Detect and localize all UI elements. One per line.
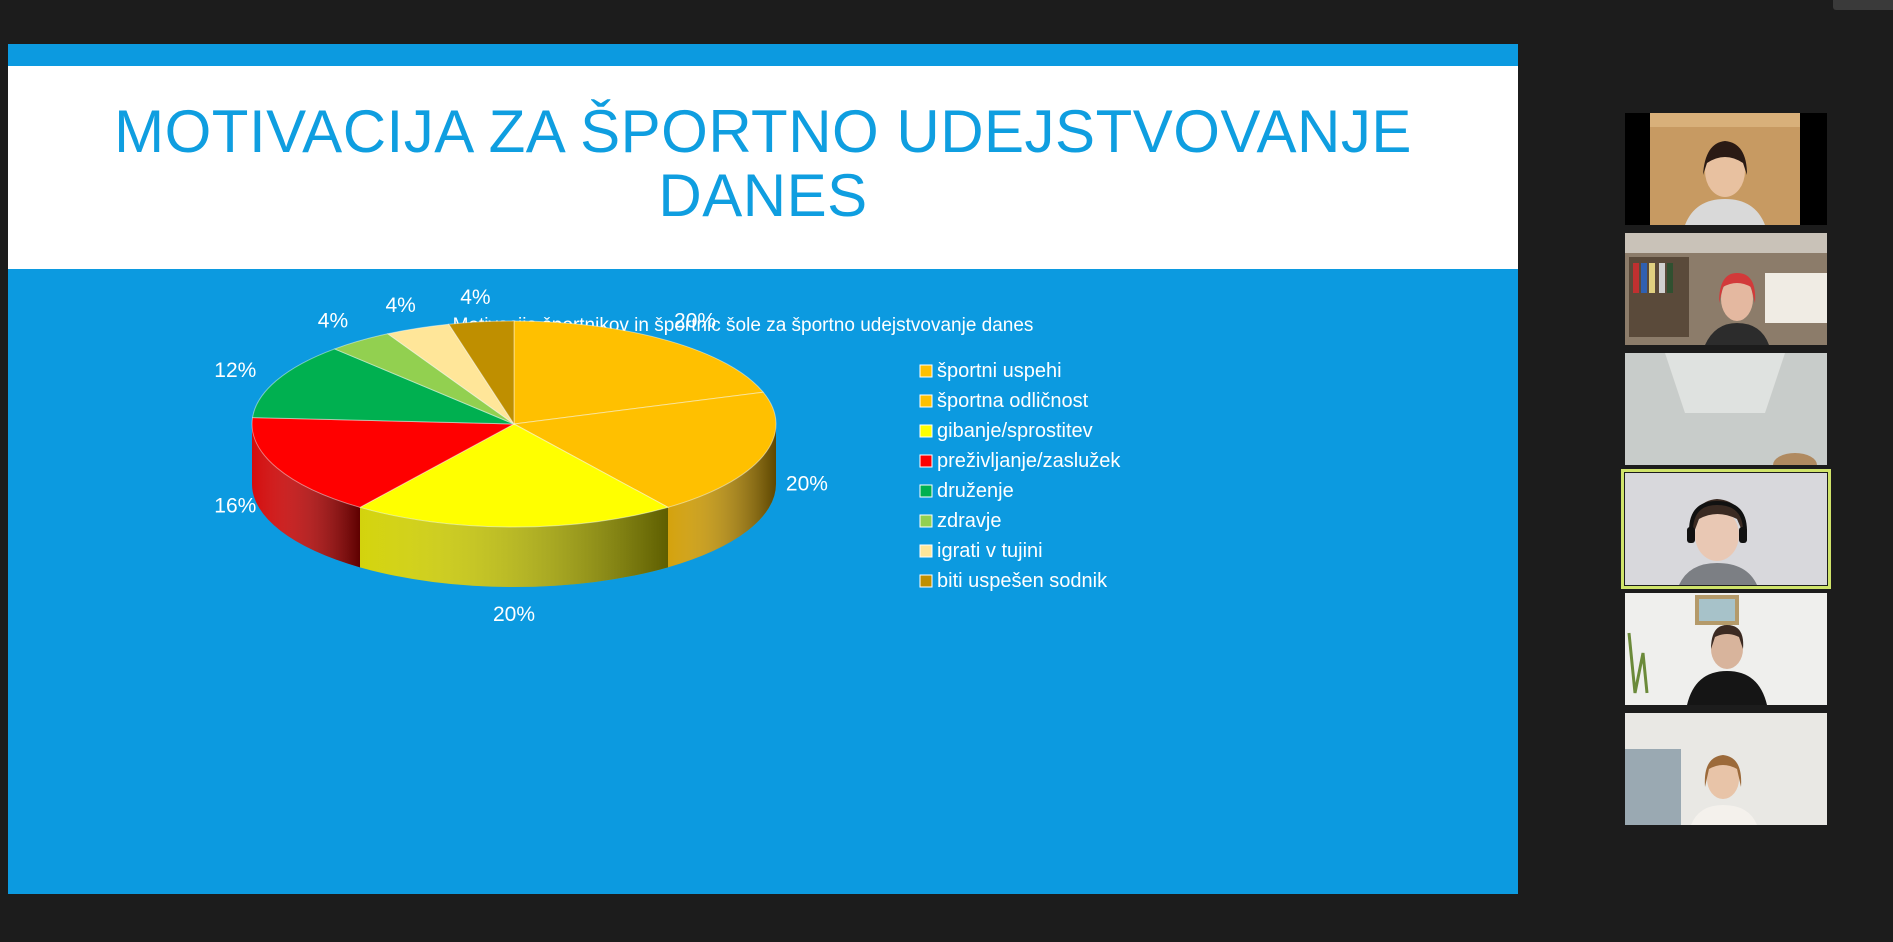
pie-slice-3 bbox=[251, 417, 516, 508]
legend-label-7: biti uspešen sodnik bbox=[937, 570, 1108, 592]
legend-swatch-4 bbox=[919, 484, 933, 498]
pie-slice-0 bbox=[513, 320, 765, 425]
data-label-5: 4% bbox=[318, 310, 348, 333]
slide-title-line-2: DANES bbox=[658, 162, 868, 229]
presentation-slide: MOTIVACIJA ZA ŠPORTNO UDEJSTVOVANJE DANE… bbox=[8, 44, 1518, 894]
legend-label-3: preživljanje/zaslužek bbox=[937, 450, 1121, 472]
participant-video-4-active[interactable] bbox=[1621, 469, 1831, 589]
legend-swatch-0 bbox=[919, 364, 933, 378]
slide-title-line-1: MOTIVACIJA ZA ŠPORTNO UDEJSTVOVANJE bbox=[114, 98, 1412, 165]
pie-side-shade-1 bbox=[667, 424, 776, 568]
legend-label-2: gibanje/sprostitev bbox=[937, 420, 1093, 442]
pie-side-shade-2 bbox=[360, 507, 668, 587]
data-label-6: 4% bbox=[385, 294, 415, 317]
title-band bbox=[8, 66, 1518, 269]
slide-title: MOTIVACIJA ZA ŠPORTNO UDEJSTVOVANJE DANE… bbox=[8, 100, 1518, 228]
data-label-4: 12% bbox=[214, 359, 256, 382]
legend-swatch-3 bbox=[919, 454, 933, 468]
pie-sides bbox=[252, 424, 776, 587]
legend-swatch-7 bbox=[919, 574, 933, 588]
pie-data-labels: 20% 20% 20% 16% 12% 4% 4% 4% bbox=[214, 286, 828, 626]
pie-slice-2 bbox=[358, 423, 670, 528]
participant-video-2[interactable] bbox=[1625, 233, 1827, 345]
legend-label-5: zdravje bbox=[937, 510, 1001, 532]
pie-slice-1 bbox=[512, 391, 777, 508]
legend-label-1: športna odličnost bbox=[937, 390, 1089, 412]
pie-top-slices bbox=[251, 320, 777, 528]
pie-slice-4 bbox=[251, 348, 515, 425]
participant-video-6[interactable] bbox=[1625, 713, 1827, 825]
participant-video-3[interactable] bbox=[1625, 353, 1827, 465]
legend-swatch-2 bbox=[919, 424, 933, 438]
legend-label-4: druženje bbox=[937, 480, 1014, 502]
pie-slice-5 bbox=[333, 333, 515, 425]
data-label-2: 20% bbox=[493, 603, 535, 626]
pie-slice-6 bbox=[386, 323, 515, 425]
legend-label-6: igrati v tujini bbox=[937, 540, 1043, 562]
participant-video-1[interactable] bbox=[1625, 113, 1827, 225]
window-handle[interactable] bbox=[1833, 0, 1893, 10]
legend-swatch-5 bbox=[919, 514, 933, 528]
legend-swatch-6 bbox=[919, 544, 933, 558]
data-label-0: 20% bbox=[674, 310, 716, 333]
data-label-7: 4% bbox=[460, 286, 490, 309]
legend-swatch-1 bbox=[919, 394, 933, 408]
data-label-3: 16% bbox=[214, 494, 256, 517]
data-label-1: 20% bbox=[786, 472, 828, 495]
chart-legend: športni uspehi športna odličnost gibanje/s… bbox=[919, 360, 1121, 592]
pie-chart: Motivacija športnikov in športnic šole z… bbox=[214, 286, 1121, 626]
participant-video-5[interactable] bbox=[1625, 593, 1827, 705]
pie-side-shade-3 bbox=[252, 424, 361, 568]
pie-slice-7 bbox=[447, 320, 515, 426]
legend-label-0: športni uspehi bbox=[937, 360, 1062, 382]
